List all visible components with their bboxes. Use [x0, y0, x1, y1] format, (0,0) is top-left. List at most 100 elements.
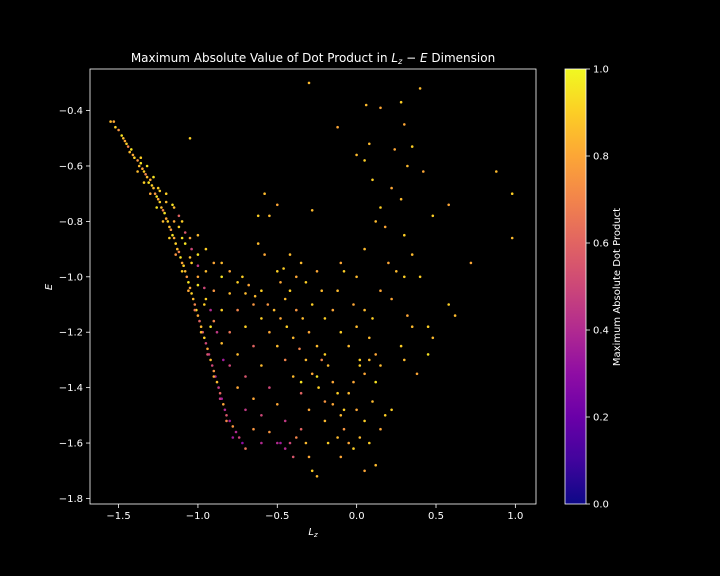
- scatter-point: [244, 447, 247, 450]
- scatter-point: [256, 242, 260, 245]
- scatter-point: [295, 436, 298, 439]
- scatter-point: [126, 145, 130, 148]
- scatter-point: [212, 261, 216, 265]
- scatter-point: [237, 436, 241, 439]
- scatter-point: [155, 206, 158, 209]
- scatter-point: [253, 294, 257, 298]
- scatter-point: [117, 128, 120, 132]
- scatter-point: [403, 358, 406, 362]
- scatter-point: [374, 463, 378, 467]
- scatter-point: [180, 236, 184, 240]
- scatter-point: [125, 142, 128, 146]
- scatter-point: [169, 228, 173, 231]
- scatter-point: [260, 414, 263, 417]
- scatter-point: [276, 344, 279, 348]
- scatter-point: [453, 314, 457, 317]
- scatter-point: [315, 270, 319, 273]
- scatter-point: [320, 289, 324, 293]
- scatter-point: [276, 441, 279, 445]
- scatter-point: [172, 220, 176, 223]
- scatter-point: [209, 325, 212, 329]
- scatter-point: [358, 358, 362, 362]
- scatter-point: [268, 330, 271, 334]
- scatter-point: [188, 286, 192, 290]
- scatter-point: [307, 408, 311, 412]
- scatter-point: [177, 225, 181, 229]
- scatter-point: [301, 317, 305, 320]
- scatter-point: [164, 217, 168, 220]
- scatter-point: [279, 441, 282, 445]
- scatter-point: [120, 134, 123, 137]
- colorbar-tick-label: 0.4: [593, 326, 609, 337]
- scatter-point: [203, 303, 206, 306]
- x-tick-label: 0.0: [349, 511, 365, 522]
- scatter-point: [204, 342, 208, 345]
- scatter-point: [276, 403, 279, 406]
- scatter-point: [276, 270, 279, 273]
- scatter-point: [196, 233, 200, 237]
- y-tick-label: −1.2: [59, 328, 83, 339]
- scatter-point: [160, 206, 163, 209]
- scatter-point: [228, 330, 231, 334]
- scatter-point: [177, 250, 181, 254]
- scatter-point: [291, 336, 295, 340]
- scatter-point: [241, 275, 244, 279]
- scatter-point: [418, 275, 422, 279]
- scatter-point: [283, 297, 287, 301]
- plot-frame: [89, 68, 537, 505]
- scatter-point: [299, 427, 303, 431]
- scatter-point: [244, 325, 247, 329]
- scatter-point: [203, 336, 206, 340]
- scatter-point: [204, 297, 208, 301]
- scatter-point: [212, 369, 216, 373]
- scatter-point: [236, 281, 239, 284]
- scatter-point: [123, 139, 127, 143]
- scatter-point: [218, 397, 222, 401]
- scatter-point: [379, 427, 382, 431]
- scatter-point: [339, 455, 343, 459]
- scatter-point: [352, 303, 355, 306]
- scatter-point: [323, 353, 327, 356]
- scatter-point: [495, 170, 498, 173]
- scatter-point: [282, 267, 285, 270]
- scatter-point: [323, 400, 327, 403]
- scatter-point: [196, 314, 200, 317]
- scatter-point: [231, 425, 235, 428]
- scatter-point: [182, 264, 185, 268]
- scatter-point: [315, 344, 319, 348]
- scatter-point: [315, 375, 319, 378]
- scatter-point: [206, 353, 209, 356]
- scatter-point: [358, 364, 362, 367]
- colorbar-ticks: 0.0 0.2 0.4 0.6 0.8 1.0: [586, 65, 609, 511]
- scatter-point: [383, 414, 387, 417]
- scatter-point: [149, 178, 152, 182]
- scatter-point: [142, 170, 146, 173]
- scatter-point: [299, 380, 303, 384]
- scatter-point: [368, 358, 371, 362]
- scatter-point: [510, 236, 514, 240]
- scatter-point: [220, 342, 223, 345]
- scatter-point: [279, 281, 282, 284]
- chart-title-lz-sub: z: [397, 57, 403, 66]
- scatter-point: [164, 192, 168, 195]
- scatter-point: [379, 206, 382, 209]
- x-tick-label: 1.0: [507, 511, 523, 522]
- scatter-point: [144, 173, 147, 176]
- scatter-point: [190, 247, 193, 251]
- scatter-point: [342, 408, 346, 412]
- scatter-point: [222, 358, 225, 362]
- colorbar-tick-label: 0.2: [593, 413, 609, 424]
- scatter-point: [220, 308, 223, 312]
- scatter-point: [252, 303, 255, 306]
- scatter-point: [145, 164, 149, 168]
- x-axis-label-sub: z: [313, 531, 318, 539]
- scatter-point: [395, 270, 398, 273]
- scatter-point: [174, 242, 177, 245]
- scatter-point: [166, 220, 170, 223]
- scatter-point: [266, 303, 270, 306]
- scatter-point: [150, 184, 154, 187]
- scatter-point: [171, 203, 174, 207]
- scatter-point: [368, 142, 371, 146]
- scatter-point: [307, 81, 311, 85]
- scatter-point: [371, 178, 374, 182]
